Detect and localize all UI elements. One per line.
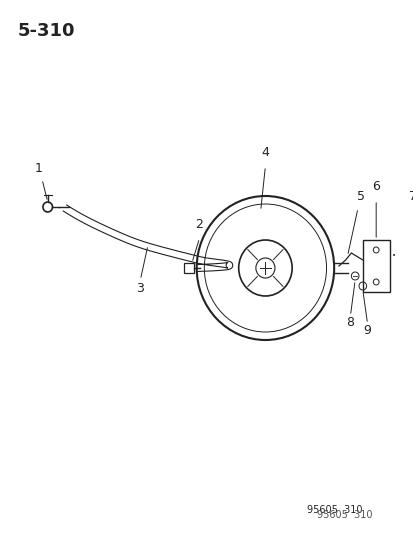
Text: 7: 7 — [408, 190, 413, 203]
Text: 9: 9 — [363, 324, 370, 337]
Text: 6: 6 — [371, 180, 379, 193]
Text: 8: 8 — [346, 316, 354, 329]
Text: 3: 3 — [136, 282, 144, 295]
Text: 5-310: 5-310 — [17, 22, 74, 40]
Text: 95605  310: 95605 310 — [306, 505, 362, 515]
Text: 2: 2 — [195, 218, 203, 231]
Text: 1: 1 — [34, 162, 42, 175]
Text: 95605  310: 95605 310 — [316, 510, 371, 520]
Text: 5: 5 — [356, 190, 364, 203]
Text: 4: 4 — [261, 146, 269, 159]
Bar — [184, 263, 193, 273]
Bar — [362, 240, 389, 292]
